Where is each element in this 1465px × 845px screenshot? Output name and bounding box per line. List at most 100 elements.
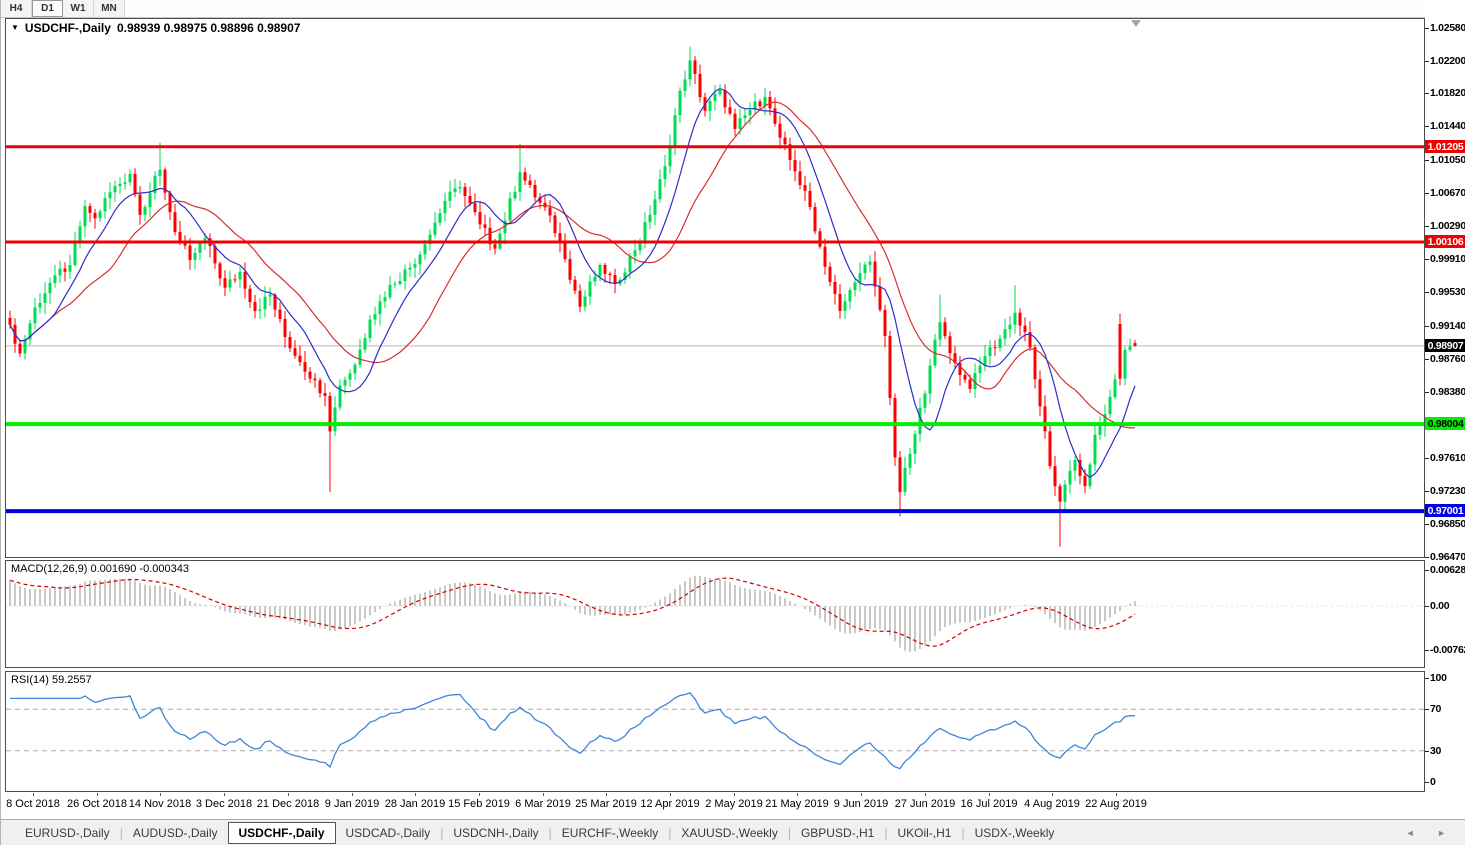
- x-axis-tick: [33, 793, 34, 796]
- rsi-label: RSI(14) 59.2557: [11, 674, 92, 686]
- y-axis-label: 1.01440: [1430, 120, 1465, 132]
- x-axis-label: 4 Aug 2019: [1024, 798, 1080, 810]
- timeframe-toolbar: H4 D1 W1 MN: [1, 0, 1465, 18]
- x-axis-label: 15 Feb 2019: [448, 798, 510, 810]
- y-axis-label: 0.98380: [1430, 386, 1465, 398]
- y-axis-label: 30: [1430, 745, 1442, 757]
- y-axis-label: 0.006286: [1430, 564, 1465, 576]
- rsi-line: [10, 692, 1136, 770]
- chart-shift-marker-icon: [1131, 20, 1141, 27]
- y-axis-label: 1.02200: [1430, 55, 1465, 67]
- y-axis-tick: [1425, 606, 1429, 607]
- y-axis-label: 0.98760: [1430, 353, 1465, 365]
- y-axis-label: 0.96850: [1430, 518, 1465, 530]
- horizontal-levels: [6, 145, 1424, 514]
- current-price-badge: 0.98907: [1425, 339, 1465, 352]
- x-axis-tick: [288, 793, 289, 796]
- tab-separator: |: [548, 825, 552, 840]
- y-axis-label: 100: [1430, 672, 1447, 684]
- y-axis-tick: [1425, 751, 1429, 752]
- rsi-panel[interactable]: RSI(14) 59.2557: [5, 671, 1425, 792]
- timeframe-button-d1[interactable]: D1: [32, 0, 63, 17]
- price-scale[interactable]: 1.02580 1.02200 1.01820 1.01440 1.01050 1.006…: [1425, 0, 1465, 817]
- tab-usdx-weekly[interactable]: USDX-,Weekly: [974, 825, 1055, 840]
- ma-9-line: [9, 87, 1136, 479]
- tab-usdcnh-daily[interactable]: USDCNH-,Daily: [453, 825, 539, 840]
- tab-usdcad-daily[interactable]: USDCAD-,Daily: [345, 825, 431, 840]
- y-axis-tick: [1425, 126, 1429, 127]
- macd-panel[interactable]: MACD(12,26,9) 0.001690 -0.000343: [5, 560, 1425, 668]
- macd-signal-line: [9, 577, 1136, 647]
- chart-ohlc-values: 0.98939 0.98975 0.98896 0.98907: [116, 21, 301, 35]
- tab-separator: |: [119, 825, 123, 840]
- level-price-badge: 1.01205: [1425, 140, 1465, 153]
- macd-label: MACD(12,26,9) 0.001690 -0.000343: [11, 563, 189, 575]
- x-axis-tick: [606, 793, 607, 796]
- y-axis-tick: [1425, 524, 1429, 525]
- y-axis-tick: [1425, 259, 1429, 260]
- y-axis-label: 70: [1430, 703, 1442, 715]
- chart-menu-arrow-icon[interactable]: ▼: [11, 22, 19, 32]
- y-axis-tick: [1425, 160, 1429, 161]
- y-axis-tick: [1425, 458, 1429, 459]
- tab-scroll-arrows[interactable]: ◄ ►: [1405, 827, 1456, 838]
- tab-xauusd-weekly[interactable]: XAUUSD-,Weekly: [681, 825, 778, 840]
- x-axis-label: 2 May 2019: [705, 798, 763, 810]
- level-price-badge: 0.98004: [1425, 417, 1465, 430]
- y-axis-label: 0.99910: [1430, 253, 1465, 265]
- tab-eurchf-weekly[interactable]: EURCHF-,Weekly: [561, 825, 659, 840]
- x-axis-label: 12 Apr 2019: [640, 798, 700, 810]
- y-axis-label: 1.00670: [1430, 187, 1465, 199]
- y-axis-tick: [1425, 28, 1429, 29]
- y-axis-tick: [1425, 491, 1429, 492]
- chart-tab-bar: EURUSD-,Daily | AUDUSD-,Daily USDCHF-,Daily…: [1, 819, 1465, 845]
- ma-21-line: [9, 101, 1136, 429]
- y-axis-tick: [1425, 359, 1429, 360]
- tab-eurusd-daily[interactable]: EURUSD-,Daily: [25, 825, 110, 840]
- rsi-canvas[interactable]: [6, 672, 1424, 791]
- x-axis-tick: [925, 793, 926, 796]
- x-axis-label: 21 May 2019: [765, 798, 829, 810]
- x-axis-tick: [160, 793, 161, 796]
- y-axis-tick: [1425, 61, 1429, 62]
- x-axis-label: 21 Dec 2018: [256, 798, 320, 810]
- macd-histogram: [9, 575, 1136, 652]
- x-axis-label: 28 Jan 2019: [384, 798, 446, 810]
- x-axis-tick: [97, 793, 98, 796]
- x-axis-label: 14 Nov 2018: [128, 798, 192, 810]
- x-axis-tick: [989, 793, 990, 796]
- price-chart-canvas[interactable]: [6, 19, 1424, 557]
- y-axis-tick: [1425, 709, 1429, 710]
- macd-canvas[interactable]: [6, 561, 1424, 667]
- tab-separator: |: [440, 825, 444, 840]
- tab-separator: |: [668, 825, 672, 840]
- tab-usdchf-daily[interactable]: USDCHF-,Daily: [227, 821, 336, 844]
- timeframe-button-mn[interactable]: MN: [94, 0, 125, 17]
- x-axis-tick: [670, 793, 671, 796]
- y-axis-tick: [1425, 193, 1429, 194]
- timeframe-button-h4[interactable]: H4: [1, 0, 32, 17]
- x-axis-tick: [861, 793, 862, 796]
- y-axis-label: 0.97230: [1430, 485, 1465, 497]
- y-axis-label: 0.96470: [1430, 551, 1465, 563]
- y-axis-tick: [1425, 93, 1429, 94]
- tab-gbpusd-h1[interactable]: GBPUSD-,H1: [800, 825, 875, 840]
- x-axis-tick: [415, 793, 416, 796]
- x-axis-tick: [1116, 793, 1117, 796]
- y-axis-label: 0.97610: [1430, 452, 1465, 464]
- x-axis-label: 6 Mar 2019: [515, 798, 571, 810]
- y-axis-tick: [1425, 650, 1429, 651]
- time-scale[interactable]: 8 Oct 2018 26 Oct 2018 14 Nov 2018 3 Dec 20…: [1, 793, 1465, 817]
- tab-audusd-daily[interactable]: AUDUSD-,Daily: [132, 825, 218, 840]
- y-axis-label: 0.00: [1430, 600, 1450, 612]
- y-axis-label: 1.00290: [1430, 220, 1465, 232]
- tab-separator: |: [787, 825, 791, 840]
- y-axis-label: 0.99140: [1430, 320, 1465, 332]
- timeframe-button-w1[interactable]: W1: [63, 0, 94, 17]
- x-axis-tick: [734, 793, 735, 796]
- y-axis-tick: [1425, 292, 1429, 293]
- price-chart-panel[interactable]: ▼ USDCHF-,Daily 0.98939 0.98975 0.98896 …: [5, 18, 1425, 558]
- tab-ukoil-h1[interactable]: UKOil-,H1: [897, 825, 952, 840]
- tab-separator: |: [961, 825, 965, 840]
- x-axis-label: 27 Jun 2019: [894, 798, 956, 810]
